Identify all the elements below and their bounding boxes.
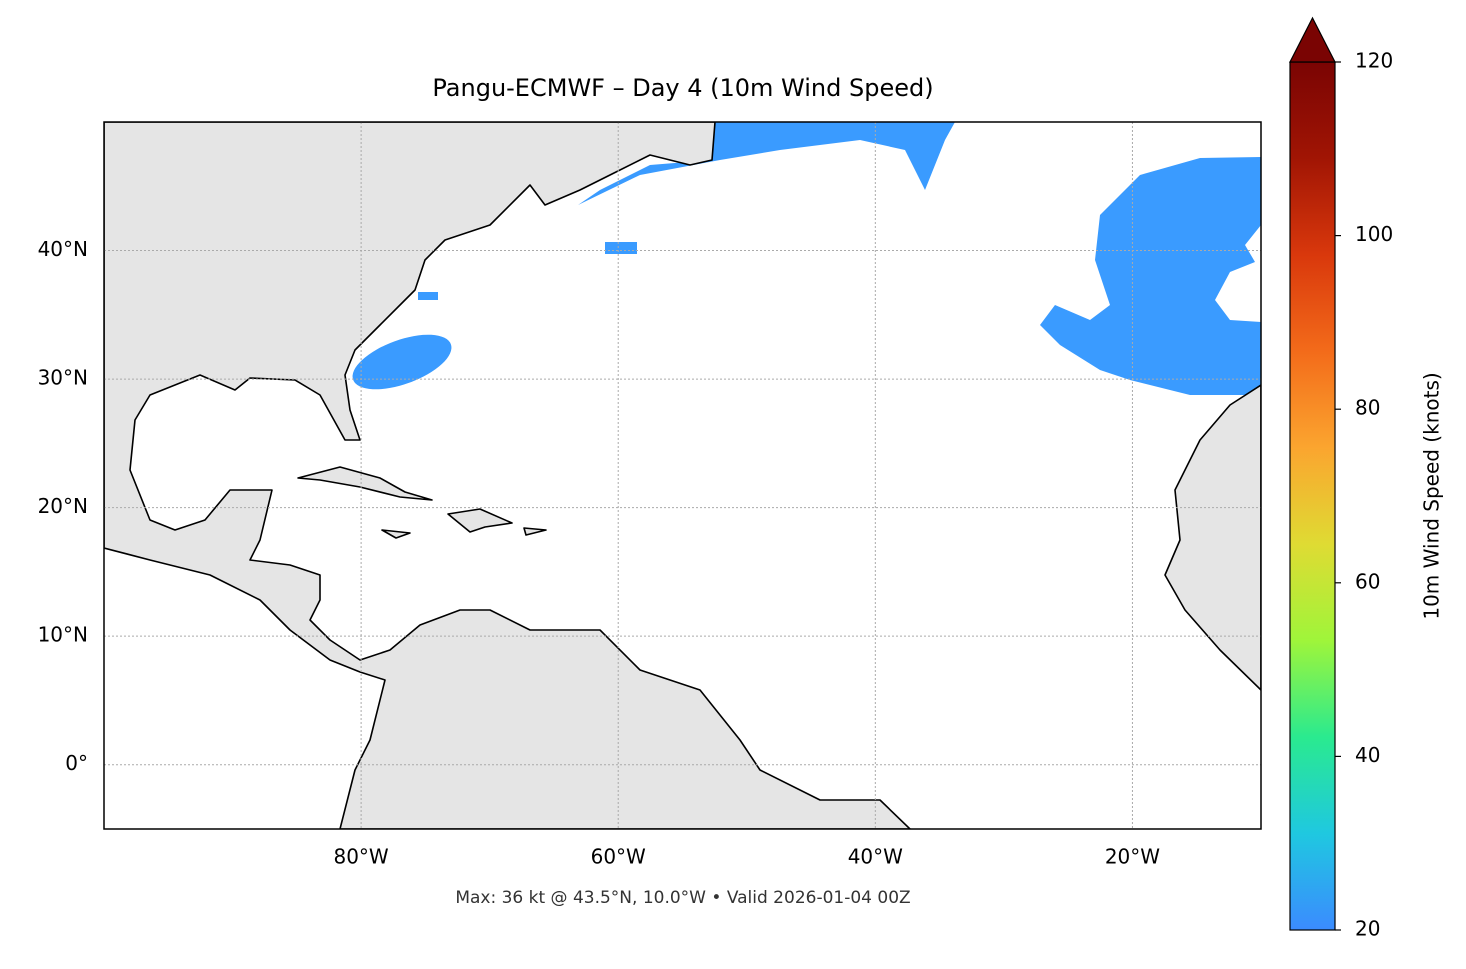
colorbar-tick-label: 60 [1355,569,1380,593]
colorbar-extend [1289,16,1336,63]
colorbar-tick-label: 100 [1355,222,1393,246]
map-area [104,122,1261,829]
y-tick-label: 30°N [38,366,88,390]
wind-area [578,122,955,205]
colorbar-tick-label: 20 [1355,917,1380,941]
wind-area [418,292,438,300]
puerto-rico [523,527,547,536]
x-tick-label: 20°W [1105,845,1160,869]
y-tick-label: 10°N [38,623,88,647]
colorbar-tick-label: 120 [1355,49,1393,73]
americas [104,122,911,829]
land [104,122,1261,829]
x-tick-label: 60°W [591,845,646,869]
x-tick-label: 40°W [848,845,903,869]
map-frame [103,121,1262,830]
wind-area [605,242,637,254]
y-tick-label: 20°N [38,494,88,518]
wind-area [1040,157,1261,395]
jamaica [381,529,411,539]
y-tick-label: 0° [65,751,88,775]
africa [1164,384,1261,691]
wind-field [352,122,1261,395]
colorbar-label: 10m Wind Speed (knots) [1420,372,1444,619]
colorbar-tick-label: 40 [1355,743,1380,767]
colorbar-tick-label: 80 [1355,396,1380,420]
y-tick-label: 40°N [38,237,88,261]
colorbar [1289,61,1336,931]
grid [104,122,1261,829]
map-title: Pangu-ECMWF – Day 4 (10m Wind Speed) [432,74,933,102]
footer-note: Max: 36 kt @ 43.5°N, 10.0°W • Valid 2026… [455,888,910,908]
x-tick-label: 80°W [333,845,388,869]
wind-area [352,334,452,390]
hispaniola [447,508,513,533]
cuba [297,466,433,501]
